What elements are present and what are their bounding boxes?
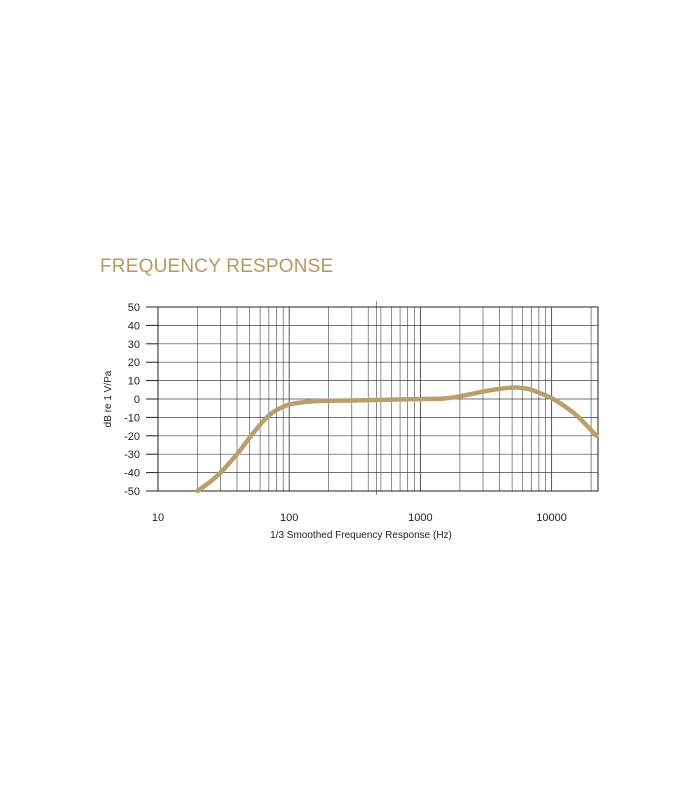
y-tick-label: -50 bbox=[124, 486, 140, 498]
y-tick-label: 40 bbox=[128, 320, 140, 332]
y-tick-label: 0 bbox=[134, 394, 140, 406]
y-tick-label: -30 bbox=[124, 449, 140, 461]
x-tick-label: 100 bbox=[280, 512, 298, 524]
y-axis-label: dB re 1 V/Pa bbox=[103, 370, 114, 427]
y-tick-label: -20 bbox=[124, 431, 140, 443]
x-tick-label: 1000 bbox=[408, 512, 432, 524]
y-tick-label: -40 bbox=[124, 468, 140, 480]
y-tick-label: -10 bbox=[124, 412, 140, 424]
y-tick-label: 50 bbox=[128, 302, 140, 314]
y-tick-label: 30 bbox=[128, 339, 140, 351]
chart-title: FREQUENCY RESPONSE bbox=[100, 256, 334, 277]
y-tick-label: 10 bbox=[128, 376, 140, 388]
y-tick-label: 20 bbox=[128, 357, 140, 369]
x-axis-label: 1/3 Smoothed Frequency Response (Hz) bbox=[270, 530, 452, 541]
x-tick-label: 10 bbox=[152, 512, 164, 524]
x-tick-label: 10000 bbox=[536, 512, 567, 524]
response-curve bbox=[195, 385, 599, 494]
